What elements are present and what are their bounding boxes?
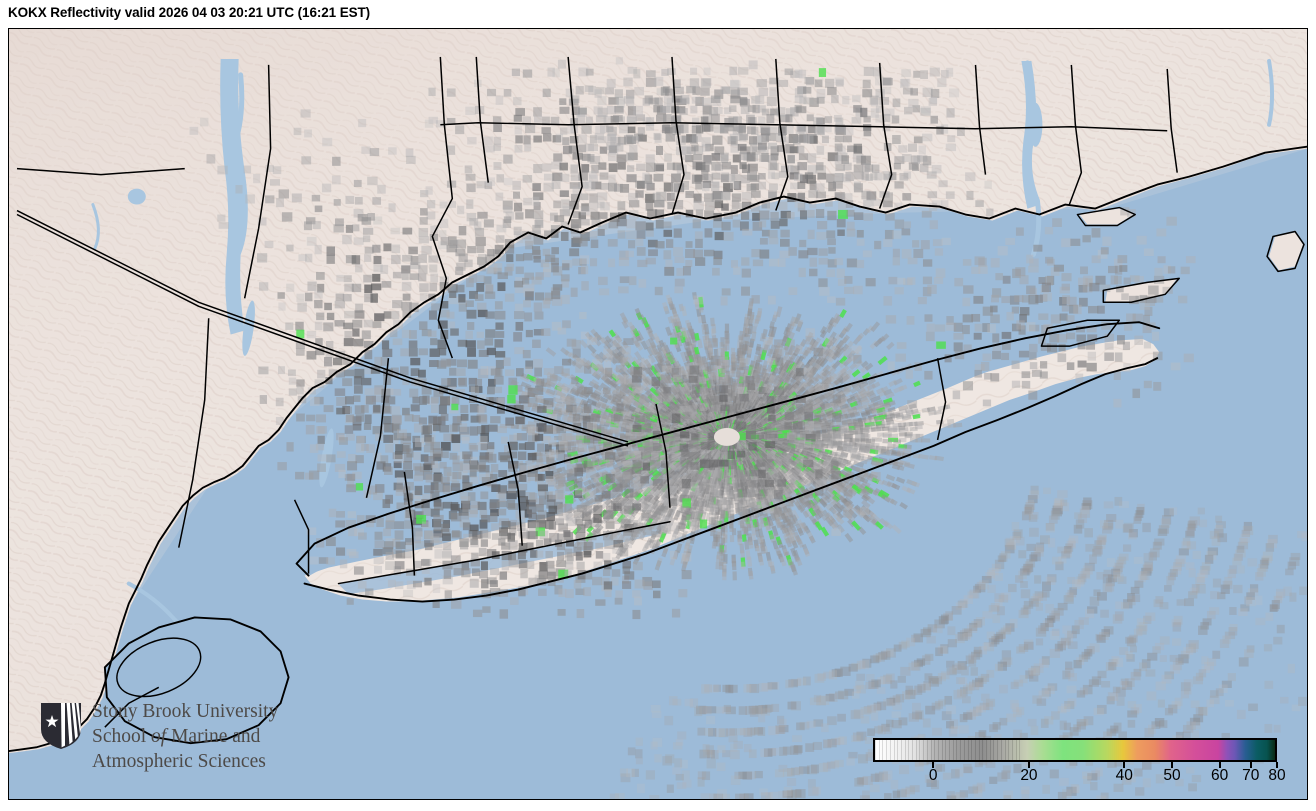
- barrier-island-line: [337, 520, 671, 585]
- colorbar-tick-label: 0: [928, 767, 938, 784]
- north-fork: [1105, 278, 1178, 303]
- logo-line-2-a: School: [92, 726, 152, 747]
- north-fork-outline: [1102, 277, 1180, 304]
- hudson-nyc-coastline: [9, 397, 304, 753]
- colorbar-bar[interactable]: [873, 738, 1277, 762]
- colorbar-tick: [1027, 762, 1030, 768]
- colorbar-tick-label: 80: [1268, 767, 1286, 784]
- new-york-harbor: [104, 618, 289, 744]
- stony-brook-logo: Stony Brook University School of Marine …: [39, 699, 329, 785]
- colorbar-tick-label: 20: [1020, 767, 1038, 784]
- borders-layer: [9, 29, 1307, 799]
- block-island: [1269, 232, 1304, 271]
- logo-line-2: School of Marine and: [92, 724, 278, 749]
- shield-icon: [39, 701, 83, 751]
- li-south-shore: [303, 357, 1159, 603]
- peconic-outline: [1040, 319, 1121, 347]
- colorbar-tick-label: 40: [1115, 767, 1133, 784]
- colorbar-tick: [1170, 762, 1173, 768]
- li-north-shore: [295, 321, 1161, 577]
- logo-line-3: Atmospheric Sciences: [92, 751, 266, 772]
- staten-island-outline: [116, 637, 202, 698]
- colorbar-tick: [1218, 762, 1221, 768]
- colorbar-tick: [932, 762, 935, 768]
- colorbar-tick: [1276, 762, 1278, 768]
- fishers-island-outline: [1076, 206, 1136, 227]
- page-title: KOKX Reflectivity valid 2026 04 03 20:21…: [8, 5, 371, 20]
- colorbar-tick-label: 70: [1242, 767, 1260, 784]
- reflectivity-colorbar[interactable]: 0 20 40 50 60 70 80: [873, 738, 1293, 796]
- logo-line-2-italic: of: [151, 726, 167, 747]
- county-borders-group: [16, 56, 1178, 728]
- block-island-outline: [1266, 230, 1305, 273]
- colorbar-tick-labels: 0 20 40 50 60 70 80: [873, 767, 1286, 791]
- radar-echo-layer: [9, 29, 1307, 799]
- logo-text: Stony Brook University School of Marine …: [92, 699, 278, 774]
- colorbar-tick-label: 50: [1163, 767, 1181, 784]
- logo-line-2-b: Marine and: [166, 726, 261, 747]
- colorbar-tick: [1249, 762, 1252, 768]
- mainland-coastline: [301, 145, 1307, 399]
- map-canvas[interactable]: Stony Brook University School of Marine …: [9, 29, 1307, 799]
- radar-map-panel[interactable]: Stony Brook University School of Marine …: [8, 28, 1308, 800]
- harbor-outline: [103, 616, 290, 745]
- hudson-river: [220, 58, 248, 335]
- colorbar-ticks: [873, 762, 1278, 768]
- connecticut-river: [1021, 60, 1040, 209]
- logo-line-1: Stony Brook University: [92, 701, 279, 722]
- peconic-bay: [1041, 320, 1118, 347]
- colorbar-tick-label: 60: [1211, 767, 1229, 784]
- mainland-hillshade: [9, 29, 1307, 754]
- colorbar-striations: [875, 740, 1275, 760]
- colorbar-tick: [1123, 762, 1126, 768]
- colorbar-gradient: [875, 740, 1275, 760]
